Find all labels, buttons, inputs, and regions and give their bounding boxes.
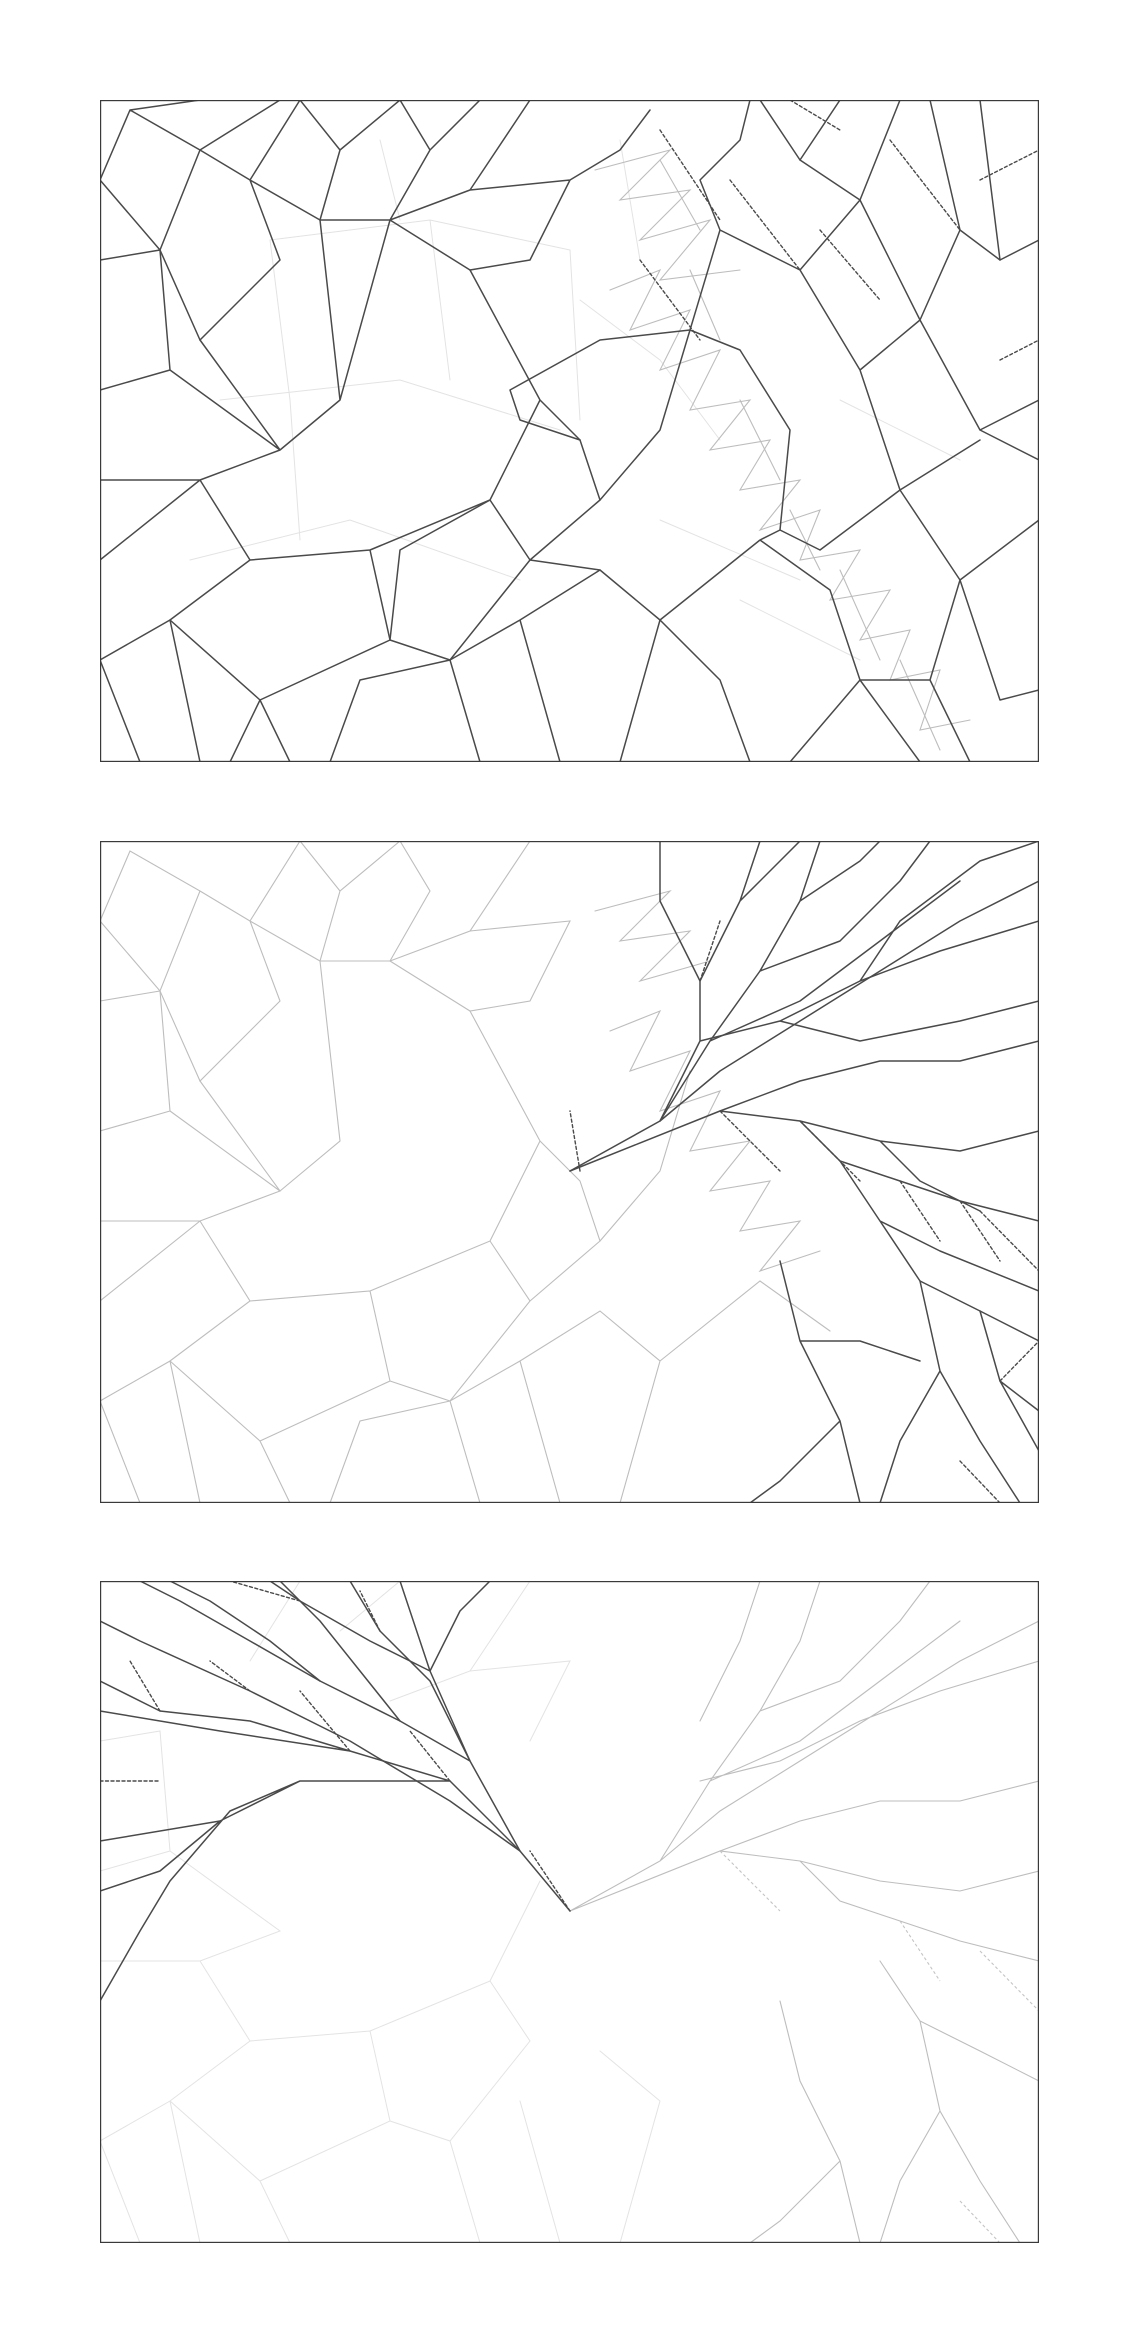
crease-pattern-lines [100, 100, 1039, 762]
background-ghost-lines [189, 139, 961, 661]
pattern-diagram-1 [100, 100, 1039, 762]
highlighted-wedge-lines [100, 1581, 571, 2002]
zigzag-ghost-strip [594, 148, 971, 751]
pattern-diagram-2 [100, 841, 1039, 1503]
highlighted-wedge-lines [569, 841, 1039, 1503]
figure-panel-3 [100, 1581, 1039, 2243]
faded-pattern-lines [100, 1581, 1039, 2243]
figure-panel-2 [100, 841, 1039, 1503]
panel-frame [100, 841, 1039, 1503]
pattern-diagram-3 [100, 1581, 1039, 2243]
panel-frame [100, 100, 1039, 762]
faded-pattern-lines [100, 841, 831, 1503]
panel-frame [100, 1581, 1039, 2243]
figure-panel-1 [100, 100, 1039, 762]
